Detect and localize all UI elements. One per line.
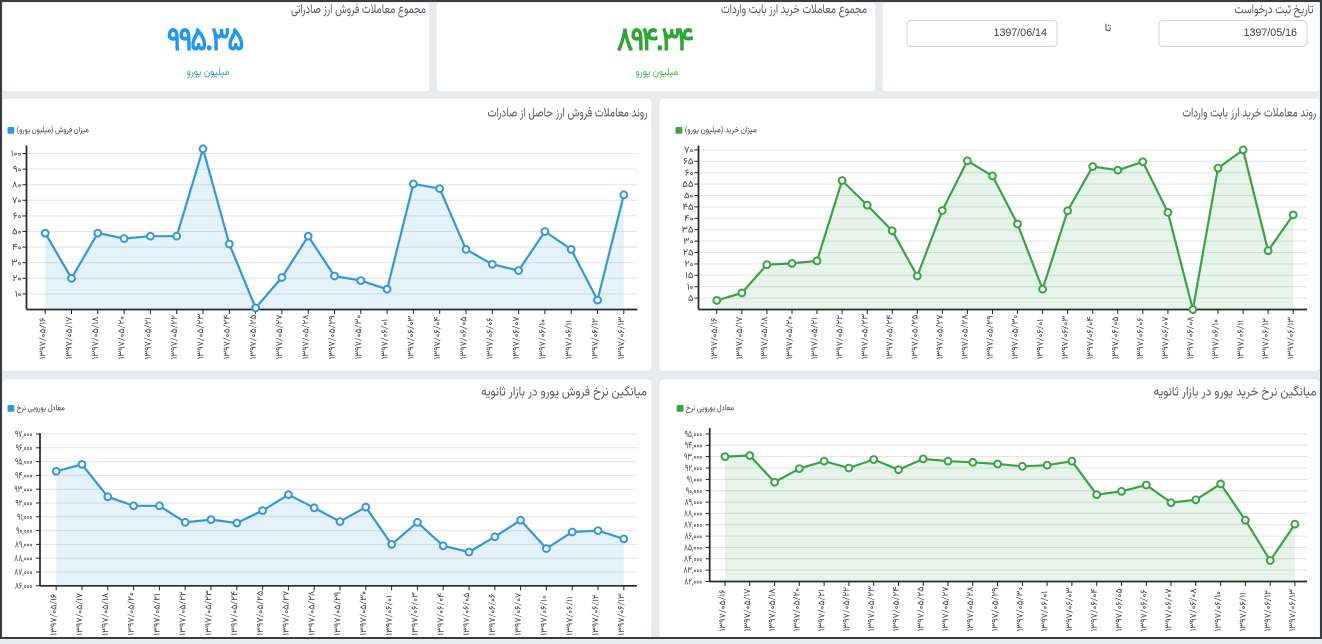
svg-text:1397/05/16: 1397/05/16: [1244, 27, 1298, 39]
svg-text:1397/06/14: 1397/06/14: [994, 27, 1048, 39]
